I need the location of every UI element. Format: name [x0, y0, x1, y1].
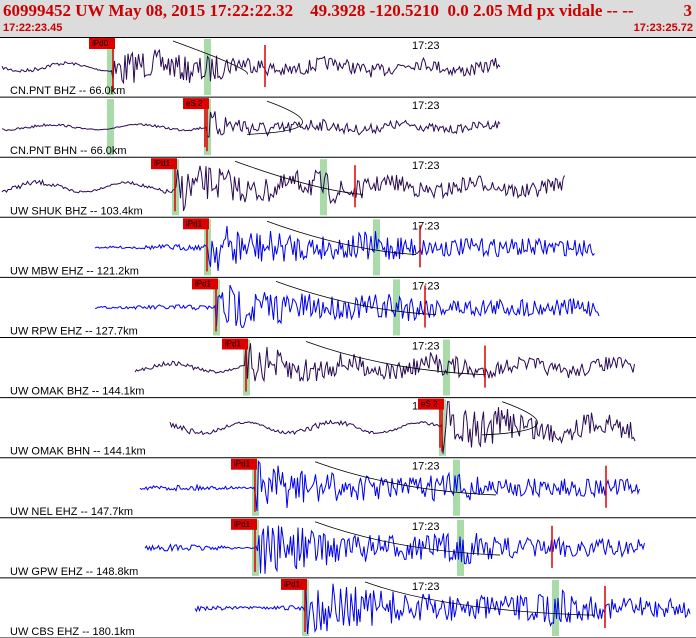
minute-marker: 17:23 — [412, 280, 440, 292]
trace-row[interactable]: 17:23 iPd1 UW NEL EHZ -- 147.7km — [0, 458, 696, 519]
waveform — [1, 111, 501, 138]
minute-marker: 17:23 — [412, 160, 440, 172]
trace-row[interactable]: 17:23 iPd1 UW OMAK BHZ -- 144.1km — [0, 338, 696, 399]
trace-label: UW RPW EHZ -- 127.7km — [10, 326, 138, 338]
pick-label: iPd1 — [234, 520, 251, 529]
waveform — [1, 48, 501, 85]
pick-label: iPd1 — [225, 340, 242, 349]
waveform — [194, 583, 691, 635]
pick-label: iPd1 — [284, 580, 301, 589]
waveform — [169, 401, 636, 454]
waveform — [134, 343, 635, 383]
trace-row[interactable]: 17:23 iPd0 CN.PNT BHZ -- 66.0km — [0, 38, 696, 98]
coda-curve — [305, 341, 487, 376]
pick-flag[interactable] — [183, 98, 209, 110]
pick-label: iPd1 — [234, 460, 251, 469]
pick-flag[interactable] — [89, 38, 115, 49]
pick-window — [107, 99, 114, 156]
trace-row[interactable]: 17:23 eS 2 CN.PNT BHN -- 66.0km — [0, 98, 696, 158]
event-title: 60999452 UW May 08, 2015 17:22:22.32 49.… — [3, 1, 634, 20]
trace-label: UW SHUK BHZ -- 103.4km — [10, 205, 143, 217]
seismogram-panel[interactable]: 17:23 iPd0 CN.PNT BHZ -- 66.0km 17:23 eS 2 CN… — [0, 37, 696, 638]
pick-flag[interactable] — [192, 278, 218, 290]
minute-marker: 17:23 — [412, 461, 440, 473]
trace-label: UW NEL EHZ -- 147.7km — [10, 506, 133, 518]
trace-label: CN.PNT BHZ -- 66.0km — [10, 85, 125, 97]
coda-curve — [364, 581, 596, 616]
pick-label: iPd1 — [154, 159, 171, 168]
pick-flag[interactable] — [418, 398, 444, 410]
minute-marker: 17:23 — [412, 40, 440, 52]
trace-label: UW OMAK BHZ -- 144.1km — [10, 386, 144, 398]
trace-row[interactable]: 17:23 iPd1 UW CBS EHZ -- 180.1km — [0, 578, 696, 638]
coda-curve — [266, 220, 417, 255]
waveform — [94, 225, 595, 272]
pick-label: iPd1 — [186, 219, 203, 228]
trace-row[interactable]: 17:23 iPd1 UW MBW EHZ -- 121.2km — [0, 218, 696, 278]
trace-label: UW CBS EHZ -- 180.1km — [10, 626, 135, 638]
minute-marker: 17:23 — [412, 341, 440, 353]
coda-curve — [275, 281, 437, 316]
trace-label: UW OMAK BHN -- 144.1km — [10, 446, 146, 458]
trace-label: CN.PNT BHN -- 66.0km — [10, 145, 127, 157]
waveform — [144, 525, 645, 574]
pick-flag[interactable] — [151, 158, 177, 170]
event-header: 60999452 UW May 08, 2015 17:22:22.32 49.… — [0, 0, 696, 38]
pick-flag[interactable] — [183, 218, 209, 230]
page-count: 3 — [683, 1, 693, 20]
trace-row[interactable]: 17:23 iPd1 UW RPW EHZ -- 127.7km — [0, 278, 696, 338]
waveform — [1, 165, 565, 211]
coda-curve — [314, 521, 501, 556]
coda-curve — [314, 461, 497, 496]
pick-flag[interactable] — [222, 338, 248, 350]
coda-curve — [234, 160, 364, 195]
waveform — [94, 284, 600, 328]
coda-window — [393, 279, 400, 336]
pick-label: iPd1 — [195, 279, 212, 288]
trace-row[interactable]: 17:23 iPd1 UW SHUK BHZ -- 103.4km — [0, 158, 696, 218]
window-start-time: 17:22:23.45 — [3, 22, 63, 34]
pick-label: iPd0 — [92, 39, 109, 48]
coda-window — [204, 39, 211, 96]
window-end-time: 17:23:25.72 — [633, 22, 693, 34]
waveform — [139, 460, 640, 512]
coda-curve — [172, 40, 248, 75]
trace-label: UW MBW EHZ -- 121.2km — [10, 265, 139, 277]
minute-marker: 17:23 — [412, 581, 440, 593]
pick-label: eS 2 — [421, 400, 438, 409]
minute-marker: 17:23 — [412, 100, 440, 112]
trace-label: UW GPW EHZ -- 148.8km — [10, 566, 138, 578]
pick-flag[interactable] — [231, 518, 257, 530]
pick-flag[interactable] — [281, 578, 307, 590]
coda-curve — [246, 100, 303, 135]
pick-window — [107, 39, 114, 96]
minute-marker: 17:23 — [412, 521, 440, 533]
pick-flag[interactable] — [231, 458, 257, 470]
coda-window — [443, 339, 450, 396]
coda-curve — [481, 401, 538, 436]
pick-label: eS 2 — [186, 99, 203, 108]
trace-row[interactable]: 17:23 iPd1 UW GPW EHZ -- 148.8km — [0, 518, 696, 579]
minute-marker: 17:23 — [412, 220, 440, 232]
